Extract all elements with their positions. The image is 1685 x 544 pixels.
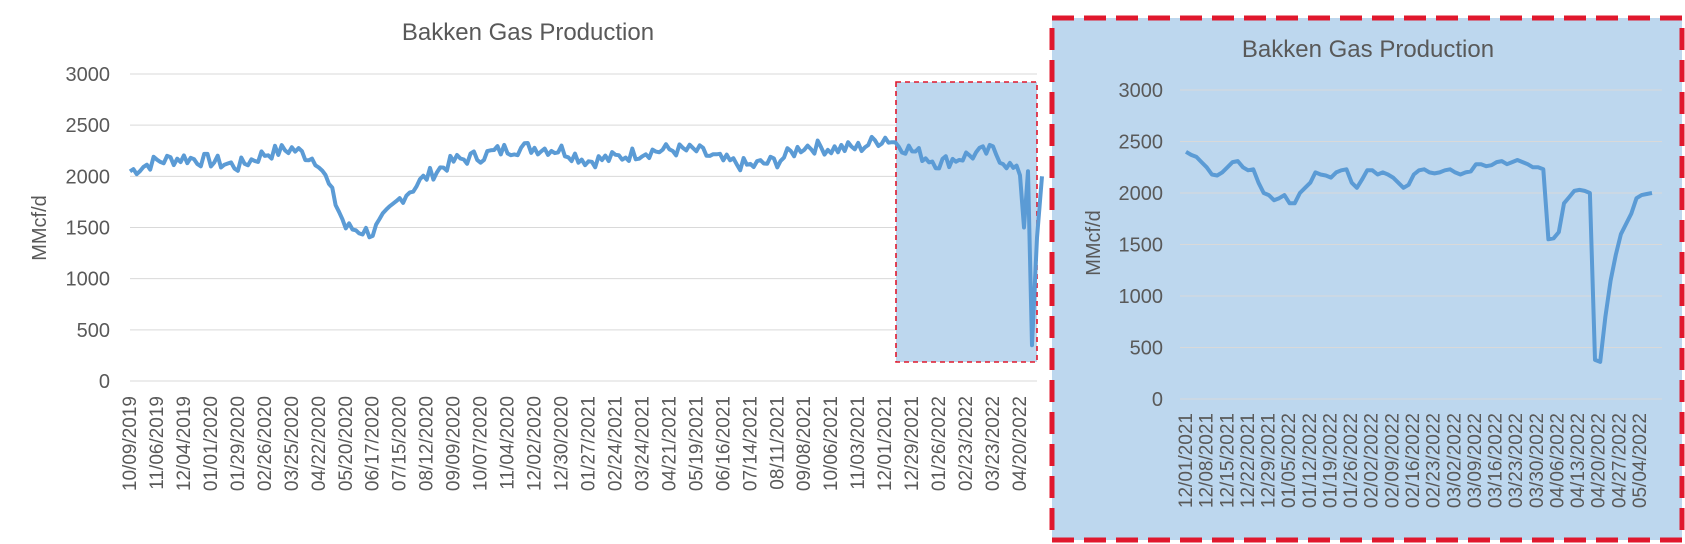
left-x-tick-label: 10/06/2021 [821, 396, 842, 491]
left-y-tick-label: 2500 [66, 115, 111, 137]
right-y-tick-label: 2000 [1119, 183, 1164, 205]
right-y-tick-label: 2500 [1119, 132, 1164, 154]
left-x-tick-label: 09/09/2020 [444, 396, 465, 491]
right-gridlines [1180, 89, 1662, 400]
left-x-tick-label: 02/26/2020 [255, 396, 276, 491]
right-x-tick-label: 01/19/2022 [1320, 413, 1341, 508]
left-x-tick-label: 06/16/2021 [713, 396, 734, 491]
right-x-tick-label: 12/01/2021 [1176, 413, 1197, 508]
left-gridlines [130, 73, 1037, 382]
right-chart-title: Bakken Gas Production [1242, 36, 1494, 63]
left-highlight-box [895, 81, 1038, 363]
right-x-tick-label: 01/05/2022 [1279, 413, 1300, 508]
right-y-tick-label: 500 [1130, 338, 1163, 360]
right-y-tick-label: 0 [1152, 389, 1163, 411]
left-x-tick-label: 07/15/2020 [390, 396, 411, 491]
left-x-tick-label: 05/19/2021 [686, 396, 707, 491]
left-x-tick-label: 04/22/2020 [309, 396, 330, 491]
right-x-tick-label: 01/12/2022 [1300, 413, 1321, 508]
left-x-tick-label: 01/27/2021 [578, 396, 599, 491]
right-x-tick-label: 12/22/2021 [1238, 413, 1259, 508]
left-y-axis-label: MMcf/d [29, 195, 51, 261]
right-x-tick-label: 02/02/2022 [1362, 413, 1383, 508]
left-x-tick-label: 12/01/2021 [875, 396, 896, 491]
left-x-tick-label: 06/17/2020 [363, 396, 384, 491]
right-x-tick-label: 03/09/2022 [1465, 413, 1486, 508]
left-x-tick-label: 01/29/2020 [228, 396, 249, 491]
left-x-tick-label: 12/30/2020 [552, 396, 573, 491]
left-x-tick-label: 12/29/2021 [902, 396, 923, 491]
left-y-tick-labels: 0 500 1000 1500 2000 2500 3000 [66, 64, 111, 393]
left-x-tick-label: 11/06/2019 [147, 396, 168, 490]
right-chart: Bakken Gas Production 0 500 1000 1500 2000 25… [1049, 15, 1685, 543]
right-y-tick-label: 3000 [1119, 80, 1164, 102]
right-x-tick-label: 03/02/2022 [1444, 413, 1465, 508]
right-y-tick-label: 1000 [1119, 286, 1164, 308]
left-y-tick-label: 2000 [66, 166, 111, 188]
left-x-tick-label: 01/26/2022 [929, 396, 950, 491]
left-x-tick-label: 11/04/2020 [498, 396, 519, 490]
right-x-tick-label: 01/26/2022 [1341, 413, 1362, 508]
left-y-tick-label: 500 [77, 320, 110, 342]
right-x-tick-label: 04/20/2022 [1589, 413, 1610, 508]
left-chart: Bakken Gas Production 0 500 1000 1500 2000 25… [29, 19, 1044, 491]
left-x-tick-label: 04/20/2022 [1010, 396, 1031, 491]
left-x-tick-label: 02/24/2021 [605, 396, 626, 491]
right-x-tick-label: 02/09/2022 [1382, 413, 1403, 508]
left-y-tick-label: 1000 [66, 269, 111, 291]
left-x-tick-label: 12/04/2019 [174, 396, 195, 491]
left-x-tick-label: 01/01/2020 [201, 396, 222, 491]
left-x-tick-label: 08/12/2020 [417, 396, 438, 491]
right-x-tick-label: 12/29/2021 [1259, 413, 1280, 508]
right-series-line [1184, 150, 1653, 364]
left-x-tick-label: 07/14/2021 [740, 396, 761, 491]
right-x-tick-label: 02/16/2022 [1403, 413, 1424, 508]
left-y-tick-label: 0 [99, 371, 110, 393]
right-x-tick-label: 05/04/2022 [1630, 413, 1651, 508]
left-y-tick-label: 3000 [66, 64, 111, 86]
right-x-tick-label: 03/30/2022 [1527, 413, 1548, 508]
right-y-tick-labels: 0 500 1000 1500 2000 2500 3000 [1119, 80, 1164, 411]
right-x-tick-label: 03/23/2022 [1506, 413, 1527, 508]
left-x-tick-label: 08/11/2021 [767, 396, 788, 490]
left-x-tick-label: 02/23/2022 [956, 396, 977, 491]
left-x-tick-label: 03/25/2020 [282, 396, 303, 491]
left-chart-title: Bakken Gas Production [402, 19, 654, 46]
left-x-tick-label: 10/07/2020 [471, 396, 492, 491]
right-x-tick-label: 12/15/2021 [1217, 413, 1238, 508]
left-series-line [128, 134, 1044, 348]
left-x-tick-label: 03/24/2021 [632, 396, 653, 491]
right-highlight-panel [1049, 15, 1685, 543]
right-y-tick-label: 1500 [1119, 235, 1164, 257]
left-x-tick-label: 04/21/2021 [659, 396, 680, 491]
right-x-tick-label: 02/23/2022 [1424, 413, 1445, 508]
left-x-tick-labels: 10/09/2019 11/06/2019 12/04/2019 01/01/2020… [120, 396, 1031, 491]
left-x-tick-label: 11/03/2021 [848, 396, 869, 490]
right-x-tick-label: 03/16/2022 [1486, 413, 1507, 508]
left-x-tick-label: 10/09/2019 [120, 396, 141, 491]
right-x-tick-label: 04/27/2022 [1609, 413, 1630, 508]
left-x-tick-label: 05/20/2020 [336, 396, 357, 491]
right-y-axis-label: MMcf/d [1083, 210, 1105, 276]
left-y-tick-label: 1500 [66, 218, 111, 240]
left-x-tick-label: 03/23/2022 [983, 396, 1004, 491]
right-x-tick-label: 04/06/2022 [1547, 413, 1568, 508]
left-x-tick-label: 12/02/2020 [525, 396, 546, 491]
right-x-tick-label: 12/08/2021 [1197, 413, 1218, 508]
left-x-tick-label: 09/08/2021 [794, 396, 815, 491]
right-x-tick-label: 04/13/2022 [1568, 413, 1589, 508]
right-x-tick-labels: 12/01/2021 12/08/2021 12/15/2021 12/22/2021… [1176, 413, 1651, 508]
